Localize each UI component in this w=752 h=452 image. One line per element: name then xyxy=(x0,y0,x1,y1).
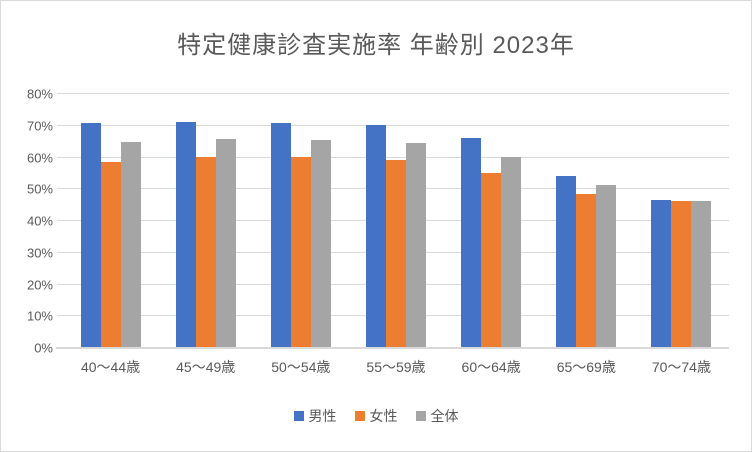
y-axis-tick-label: 60% xyxy=(26,150,53,165)
bar-全体-50〜54歳 xyxy=(310,139,331,347)
y-axis-tick xyxy=(57,220,63,221)
x-axis-category-label: 60〜64歳 xyxy=(461,359,521,375)
bar-女性-60〜64歳 xyxy=(481,173,502,347)
bar-全体-65〜69歳 xyxy=(596,185,617,347)
bar-全体-40〜44歳 xyxy=(120,141,141,347)
bar-男性-55〜59歳 xyxy=(365,125,386,347)
bar-全体-70〜74歳 xyxy=(691,200,712,347)
legend-swatch-icon xyxy=(354,411,365,421)
y-axis-tick xyxy=(57,283,63,285)
bar-groups xyxy=(63,93,729,347)
bar-男性-45〜49歳 xyxy=(175,121,196,347)
y-axis-tick-label: 20% xyxy=(26,277,53,292)
y-axis-tick-label: 70% xyxy=(26,118,53,134)
bar-女性-45〜49歳 xyxy=(195,156,216,347)
bar-男性-70〜74歳 xyxy=(651,199,672,347)
y-axis-tick-label: 0% xyxy=(34,340,53,356)
y-axis-tick-label: 10% xyxy=(26,308,53,324)
bar-男性-60〜64歳 xyxy=(461,137,482,347)
y-axis-tick-label: 30% xyxy=(26,245,53,261)
legend: 男性 女性 全体 xyxy=(1,406,751,426)
plot-area xyxy=(63,93,729,347)
legend-label: 全体 xyxy=(430,408,459,424)
y-axis-tick xyxy=(57,156,63,158)
y-axis-tick xyxy=(57,188,63,190)
bar-group xyxy=(634,93,729,347)
bar-全体-60〜64歳 xyxy=(501,156,522,347)
bar-女性-55〜59歳 xyxy=(385,160,406,347)
x-axis-line xyxy=(56,347,729,349)
bar-男性-40〜44歳 xyxy=(80,122,101,347)
bar-男性-50〜54歳 xyxy=(270,122,291,347)
y-axis-tick xyxy=(57,251,63,253)
legend-item-全体: 全体 xyxy=(415,406,459,426)
bar-全体-45〜49歳 xyxy=(215,139,236,347)
bar-男性-65〜69歳 xyxy=(556,175,577,347)
bar-女性-70〜74歳 xyxy=(671,201,692,347)
x-axis-category-label: 40〜44歳 xyxy=(80,359,141,375)
gridline xyxy=(63,124,729,126)
chart-title: 特定健康診査実施率 年齢別 2023年 xyxy=(177,32,575,59)
bar-女性-50〜54歳 xyxy=(290,156,311,347)
legend-swatch-icon xyxy=(415,411,426,421)
bar-女性-65〜69歳 xyxy=(576,194,597,347)
gridline xyxy=(63,156,729,158)
bar-group xyxy=(63,93,158,347)
legend-label: 男性 xyxy=(308,408,337,424)
x-axis-category-label: 65〜69歳 xyxy=(556,359,616,375)
bar-女性-40〜44歳 xyxy=(100,161,121,347)
legend-label: 女性 xyxy=(369,408,398,424)
bar-group xyxy=(348,93,443,347)
y-axis-tick xyxy=(57,124,63,126)
bar-group xyxy=(158,93,253,347)
bar-group xyxy=(444,93,539,347)
x-axis-category-label: 55〜59歳 xyxy=(366,359,426,375)
y-axis-tick-label: 40% xyxy=(26,213,53,229)
gridline xyxy=(63,93,729,94)
x-axis-category-label: 50〜54歳 xyxy=(271,359,331,375)
legend-item-女性: 女性 xyxy=(354,406,398,426)
y-axis-tick xyxy=(57,315,63,317)
legend-item-男性: 男性 xyxy=(293,406,337,426)
y-axis-tick-label: 50% xyxy=(26,181,53,197)
x-axis-labels: 40〜44歳 45〜49歳 50〜54歳 55〜59歳 60〜64歳 65〜69歳 70〜7… xyxy=(63,357,729,377)
y-axis-tick-label: 80% xyxy=(26,86,53,102)
x-axis-category-label: 45〜49歳 xyxy=(176,359,236,375)
legend-swatch-icon xyxy=(293,411,304,421)
bar-group xyxy=(253,93,348,347)
x-axis-category-label: 70〜74歳 xyxy=(651,359,711,375)
y-axis-tick xyxy=(57,93,63,94)
bar-group xyxy=(539,93,634,347)
bar-全体-55〜59歳 xyxy=(405,143,426,347)
